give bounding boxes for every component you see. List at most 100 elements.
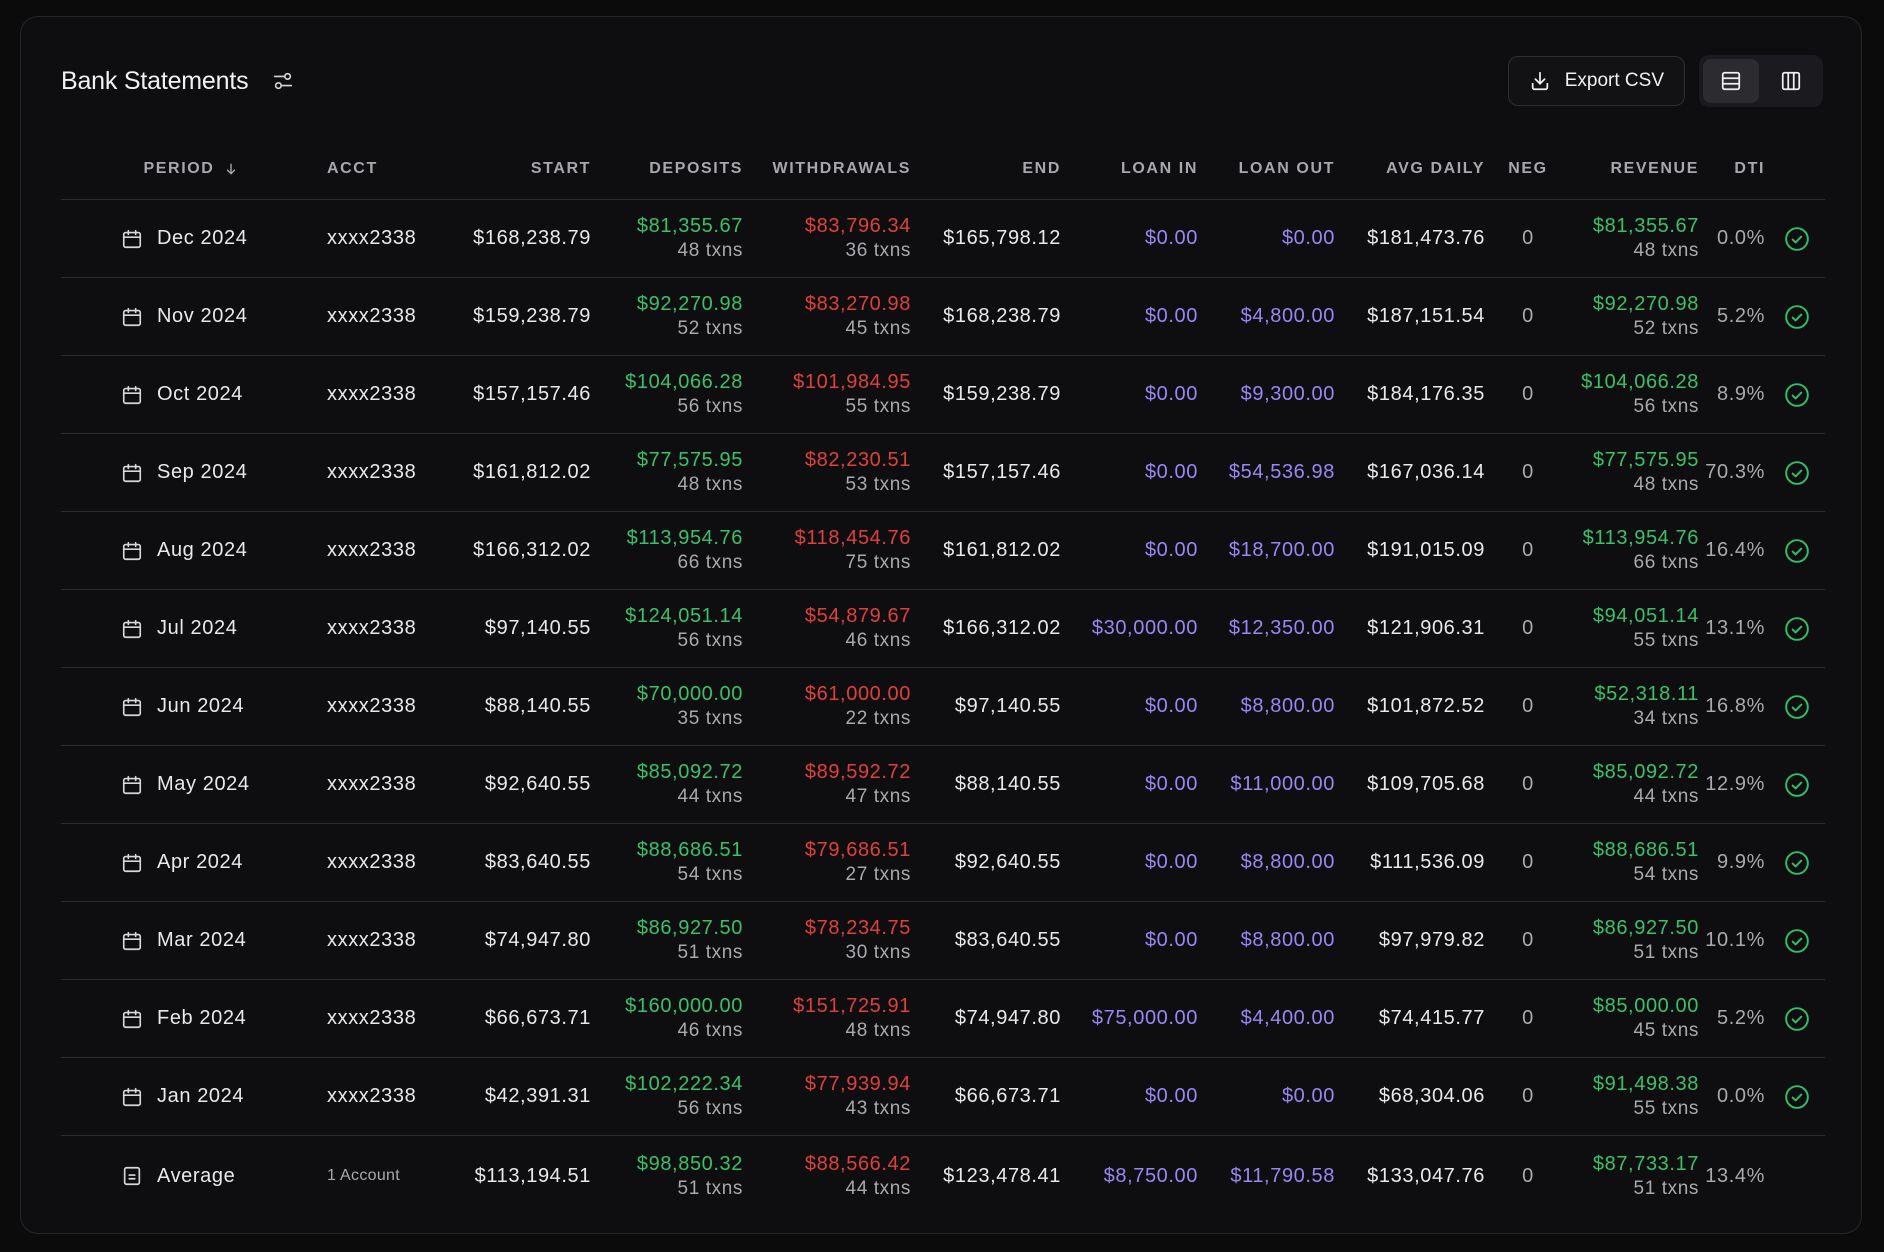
status-cell: [1777, 278, 1817, 355]
deposits-amount: $88,686.51: [636, 839, 743, 861]
deposits-txn-count: 35 txns: [677, 708, 743, 729]
deposits-txn-count: 51 txns: [677, 1177, 743, 1199]
export-csv-button[interactable]: Export CSV: [1507, 56, 1685, 106]
deposits-amount: $85,092.72: [636, 761, 743, 783]
status-cell: [1777, 1058, 1817, 1135]
loan-in-cell: $0.00: [1144, 851, 1198, 873]
loan-out-cell: $0.00: [1281, 227, 1335, 249]
withdrawals-amount: $88,566.42: [804, 1152, 911, 1175]
calendar-icon: [122, 385, 142, 404]
revenue-txn-count: 48 txns: [1633, 240, 1699, 261]
withdrawals-cell: $79,686.51 27 txns: [755, 824, 911, 901]
deposits-txn-count: 46 txns: [677, 1020, 743, 1041]
columns-view-icon: [1781, 71, 1801, 91]
avg-daily-cell: $97,979.82: [1378, 929, 1485, 951]
avg-daily-cell: $167,036.14: [1367, 461, 1485, 483]
period-label: Nov 2024: [157, 305, 248, 327]
period-cell: Sep 2024: [121, 434, 321, 511]
neg-cell: 0: [1522, 617, 1534, 639]
dti-cell: 12.9%: [1705, 773, 1765, 795]
loan-in-cell: $30,000.00: [1091, 617, 1198, 639]
neg-cell: 0: [1522, 461, 1534, 483]
status-cell: [1777, 512, 1817, 589]
loan-out-cell: $8,800.00: [1240, 851, 1335, 873]
start-column-header: START: [530, 160, 591, 177]
start-cell: $113,194.51: [474, 1164, 591, 1187]
dti-cell: 16.8%: [1705, 695, 1765, 717]
deposits-txn-count: 56 txns: [677, 396, 743, 417]
withdrawals-cell: $78,234.75 30 txns: [755, 902, 911, 979]
neg-cell: 0: [1522, 1007, 1534, 1029]
panel-header: Bank Statements Export CSV: [61, 55, 1823, 107]
revenue-amount: $88,686.51: [1592, 839, 1699, 861]
avg-daily-cell: $74,415.77: [1378, 1007, 1485, 1029]
revenue-txn-count: 52 txns: [1633, 318, 1699, 339]
period-label: Oct 2024: [157, 383, 243, 405]
calendar-icon: [122, 853, 142, 872]
calendar-icon: [122, 541, 142, 560]
withdrawals-cell: $82,230.51 53 txns: [755, 434, 911, 511]
deposits-txn-count: 56 txns: [677, 1098, 743, 1119]
period-cell: Average: [121, 1136, 321, 1216]
status-cell: [1777, 200, 1817, 277]
status-cell: [1777, 980, 1817, 1057]
withdrawals-amount: $78,234.75: [804, 917, 911, 939]
dti-cell: 10.1%: [1705, 929, 1765, 951]
table-row[interactable]: Feb 2024 xxxx2338 $66,673.71 $160,000.00…: [61, 980, 1825, 1058]
withdrawals-txn-count: 75 txns: [845, 552, 911, 573]
period-column-header[interactable]: PERIOD: [121, 139, 261, 199]
deposits-cell: $85,092.72 44 txns: [601, 746, 743, 823]
bank-statements-panel: Bank Statements Export CSV: [20, 16, 1862, 1234]
table-row[interactable]: Dec 2024 xxxx2338 $168,238.79 $81,355.67…: [61, 200, 1825, 278]
page-title: Bank Statements: [61, 66, 249, 95]
period-label: Jul 2024: [157, 617, 238, 639]
withdrawals-amount: $151,725.91: [793, 995, 911, 1017]
withdrawals-cell: $61,000.00 22 txns: [755, 668, 911, 745]
revenue-amount: $77,575.95: [1592, 449, 1699, 471]
period-cell: Oct 2024: [121, 356, 321, 433]
calendar-icon: [122, 1009, 142, 1028]
revenue-amount: $52,318.11: [1594, 683, 1699, 705]
start-cell: $168,238.79: [473, 227, 591, 249]
loan-in-cell: $0.00: [1144, 929, 1198, 951]
table-row[interactable]: Jun 2024 xxxx2338 $88,140.55 $70,000.00 …: [61, 668, 1825, 746]
status-cell: [1777, 590, 1817, 667]
deposits-cell: $70,000.00 35 txns: [601, 668, 743, 745]
start-cell: $42,391.31: [484, 1085, 591, 1107]
dti-cell: 16.4%: [1705, 539, 1765, 561]
table-row[interactable]: Oct 2024 xxxx2338 $157,157.46 $104,066.2…: [61, 356, 1825, 434]
withdrawals-txn-count: 46 txns: [845, 630, 911, 651]
table-row[interactable]: Jan 2024 xxxx2338 $42,391.31 $102,222.34…: [61, 1058, 1825, 1136]
dti-cell: 8.9%: [1717, 383, 1765, 405]
period-cell: Jun 2024: [121, 668, 321, 745]
revenue-amount: $85,092.72: [1592, 761, 1699, 783]
table-row[interactable]: May 2024 xxxx2338 $92,640.55 $85,092.72 …: [61, 746, 1825, 824]
acct-cell: 1 Account: [327, 1167, 400, 1184]
deposits-cell: $160,000.00 46 txns: [601, 980, 743, 1057]
withdrawals-amount: $79,686.51: [804, 839, 911, 861]
filter-button[interactable]: [270, 68, 296, 94]
calendar-icon: [122, 1087, 142, 1106]
table-row[interactable]: Apr 2024 xxxx2338 $83,640.55 $88,686.51 …: [61, 824, 1825, 902]
table-row[interactable]: Nov 2024 xxxx2338 $159,238.79 $92,270.98…: [61, 278, 1825, 356]
deposits-txn-count: 44 txns: [677, 786, 743, 807]
start-cell: $166,312.02: [473, 539, 591, 561]
arrow-down-icon: [227, 163, 236, 175]
revenue-amount: $86,927.50: [1592, 917, 1699, 939]
table-row[interactable]: Jul 2024 xxxx2338 $97,140.55 $124,051.14…: [61, 590, 1825, 668]
period-header-label: PERIOD: [143, 160, 215, 177]
table-row[interactable]: Mar 2024 xxxx2338 $74,947.80 $86,927.50 …: [61, 902, 1825, 980]
revenue-txn-count: 48 txns: [1633, 474, 1699, 495]
deposits-cell: $81,355.67 48 txns: [601, 200, 743, 277]
calculator-icon: [123, 1166, 141, 1186]
rows-view-button[interactable]: [1703, 59, 1759, 103]
table-row[interactable]: Sep 2024 xxxx2338 $161,812.02 $77,575.95…: [61, 434, 1825, 512]
table-row[interactable]: Aug 2024 xxxx2338 $166,312.02 $113,954.7…: [61, 512, 1825, 590]
revenue-amount: $94,051.14: [1592, 605, 1699, 627]
period-cell: Mar 2024: [121, 902, 321, 979]
columns-view-button[interactable]: [1763, 59, 1819, 103]
deposits-cell: $92,270.98 52 txns: [601, 278, 743, 355]
deposits-column-header: DEPOSITS: [649, 160, 743, 177]
check-circle-icon: [1785, 616, 1809, 641]
neg-cell: 0: [1522, 1164, 1534, 1187]
